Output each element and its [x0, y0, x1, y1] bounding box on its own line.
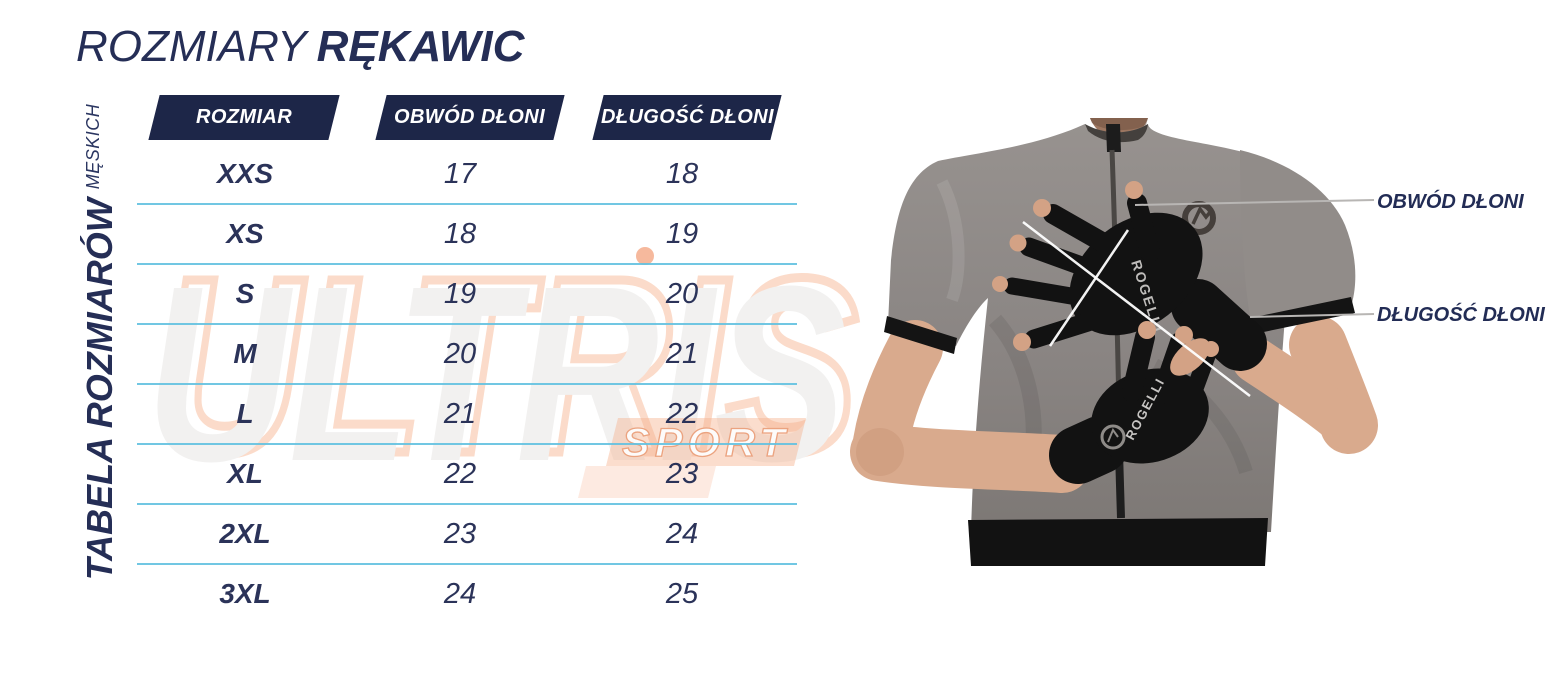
row-divider — [137, 203, 797, 205]
table-row: XL 22 23 — [227, 458, 699, 490]
label-obwod-dloni: OBWÓD DŁONI — [1377, 191, 1524, 213]
table-row: L 21 22 — [236, 398, 699, 430]
zipper-top — [1106, 124, 1121, 152]
jersey-waistband — [968, 518, 1268, 566]
side-label-sub: MĘSKICH — [83, 103, 103, 190]
row-divider — [137, 443, 797, 445]
row-divider — [137, 263, 797, 265]
leader-line-obwod — [1134, 199, 1375, 206]
table-row: 2XL 23 24 — [219, 518, 699, 550]
header-rozmiar: ROZMIAR — [148, 95, 340, 140]
header-dlugosc: DŁUGOŚĆ DŁONI — [592, 95, 782, 140]
table-row: S 19 20 — [235, 278, 699, 310]
rogelli-glove-logo-icon — [1100, 424, 1126, 450]
title-part2: RĘKAWIC — [316, 22, 525, 71]
row-divider — [137, 563, 797, 565]
title-part1: ROZMIARY — [76, 22, 307, 71]
header-obwod: OBWÓD DŁONI — [375, 95, 565, 140]
table-row: XS 18 19 — [226, 218, 699, 250]
page-title: ROZMIARY RĘKAWIC — [76, 22, 524, 72]
measure-length-line — [1022, 221, 1251, 397]
row-divider — [137, 323, 797, 325]
row-divider — [137, 503, 797, 505]
leader-line-dlugosc — [1249, 313, 1375, 318]
side-label-main: TABELA ROZMIARÓW — [79, 198, 120, 581]
table-row: 3XL 24 25 — [219, 578, 699, 610]
watermark-i-dot — [636, 247, 654, 265]
row-divider — [137, 383, 797, 385]
glove-lower: ROGELLI — [1049, 321, 1219, 484]
table-row: M 20 21 — [233, 338, 699, 370]
measure-circumference-line — [1048, 229, 1130, 347]
label-dlugosc-dloni: DŁUGOŚĆ DŁONI — [1377, 304, 1545, 326]
table-row: XXS 17 18 — [216, 158, 699, 190]
jersey-right-sleeve — [1240, 150, 1356, 327]
watermark-text: ULTRIS — [146, 234, 846, 513]
side-table-label: TABELA ROZMIARÓW MĘSKICH — [79, 104, 130, 580]
watermark-sport-band — [606, 418, 806, 466]
watermark-outline-text: ULTRIS — [158, 226, 858, 505]
left-sleeve-cuff — [884, 316, 957, 354]
glove-on-chest: ROGELLI — [992, 181, 1267, 371]
